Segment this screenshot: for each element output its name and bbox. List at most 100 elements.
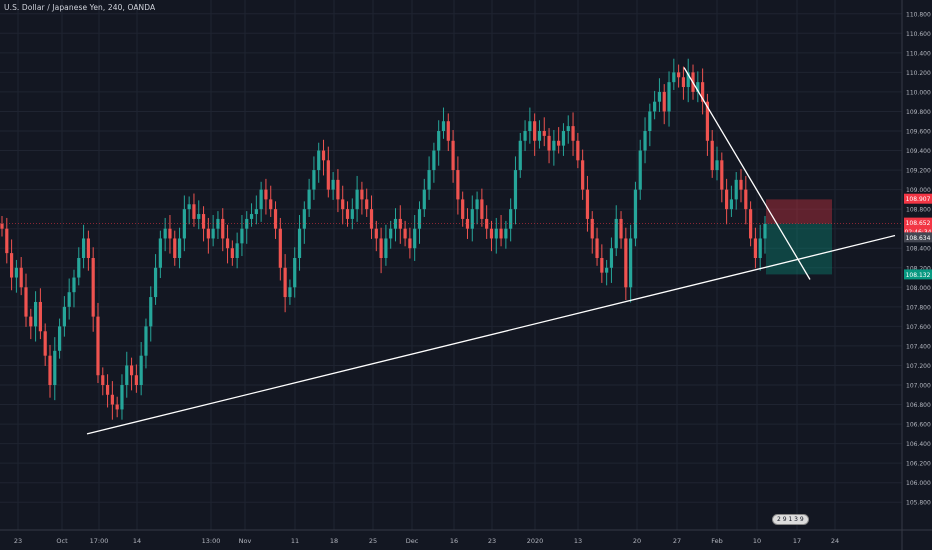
y-tick-label: 108.800	[906, 207, 931, 214]
candle-body	[249, 214, 254, 219]
candle-body	[62, 306, 66, 327]
trendline[interactable]	[86, 234, 896, 435]
candle-body	[221, 218, 225, 239]
candle-body	[254, 209, 258, 215]
candle-body	[297, 228, 302, 258]
candle-body	[547, 135, 551, 151]
y-tick-label: 106.000	[906, 480, 931, 487]
candle-body	[369, 209, 374, 229]
candle-body	[43, 331, 47, 356]
candle-body	[523, 131, 527, 141]
candle-body	[475, 199, 479, 210]
y-tick-label: 107.600	[906, 324, 931, 331]
candle-body	[590, 218, 594, 239]
price-axis-label	[904, 232, 932, 243]
candle-body	[168, 228, 172, 239]
candle-body	[230, 248, 234, 258]
candle-body	[451, 140, 455, 171]
candle-body	[403, 228, 407, 239]
candle-body	[384, 238, 388, 258]
y-tick-label: 107.400	[906, 343, 931, 350]
candle-body	[499, 228, 503, 239]
x-tick-label: 2020	[527, 537, 544, 545]
candle-body	[29, 316, 33, 327]
candle-body	[576, 140, 580, 161]
candle-body	[393, 218, 398, 229]
candle-body	[624, 238, 628, 288]
price-axis-label-text: 108.907	[906, 196, 931, 203]
x-tick-label: Feb	[711, 537, 723, 545]
candle-body	[681, 77, 686, 88]
candle-body	[720, 160, 724, 190]
x-tick-label: 17:00	[90, 537, 109, 545]
candle-body	[341, 199, 345, 210]
candle-body	[38, 301, 42, 332]
candle-body	[0, 223, 4, 229]
y-tick-label: 110.400	[906, 50, 931, 57]
candle-body	[427, 170, 431, 190]
candle-body	[504, 228, 508, 239]
candle-body	[441, 121, 446, 131]
candle-body	[715, 160, 719, 171]
candle-body	[331, 179, 335, 190]
candle-body	[662, 91, 666, 112]
candle-body	[389, 228, 393, 239]
candle-body	[686, 72, 690, 88]
x-tick-label: 16	[450, 537, 458, 545]
candle-body	[235, 243, 239, 258]
trendline[interactable]	[683, 67, 811, 280]
candle-body	[345, 209, 350, 219]
x-tick-label: 13:00	[202, 537, 221, 545]
candle-body	[446, 121, 450, 141]
y-tick-label: 106.400	[906, 441, 931, 448]
candle-body	[398, 218, 402, 229]
candle-body	[144, 326, 148, 356]
candle-body	[605, 267, 609, 273]
x-tick-label: 17	[793, 537, 801, 545]
candle-body	[566, 126, 570, 131]
candle-body	[643, 131, 647, 151]
candle-body	[744, 189, 748, 210]
x-tick-label: 18	[330, 537, 338, 545]
candle-body	[763, 223, 767, 239]
alert-badge[interactable]: 2 9 1 3 9	[772, 514, 809, 525]
price-axis-label	[904, 226, 932, 237]
candle-body	[206, 228, 210, 239]
candle-body	[379, 238, 383, 258]
candle-body	[177, 238, 182, 258]
candle-body	[77, 258, 81, 278]
candle-body	[139, 355, 143, 385]
take-profit-zone[interactable]	[766, 223, 832, 275]
candle-body	[629, 238, 633, 288]
candle-body	[264, 189, 268, 200]
y-tick-label: 107.800	[906, 304, 931, 311]
stop-loss-zone[interactable]	[766, 199, 832, 224]
candle-body	[360, 189, 364, 200]
candle-body	[422, 189, 426, 210]
candle-body	[24, 287, 28, 317]
y-tick-label: 108.400	[906, 246, 931, 253]
candle-body	[638, 150, 642, 190]
candle-body	[413, 228, 417, 249]
candle-body	[609, 248, 614, 268]
x-tick-label: Dec	[406, 537, 419, 545]
candle-body	[648, 111, 652, 131]
y-tick-label: 106.200	[906, 461, 931, 468]
candle-body	[101, 375, 105, 385]
y-tick-label: 110.000	[906, 89, 931, 96]
y-tick-label: 109.200	[906, 168, 931, 175]
candle-body	[585, 189, 590, 219]
candle-body	[465, 218, 470, 229]
y-tick-label: 109.800	[906, 109, 931, 116]
candle-body	[115, 404, 119, 410]
y-tick-label: 109.600	[906, 129, 931, 136]
candle-body	[739, 179, 743, 190]
price-axis-label-text: 108.652	[906, 220, 931, 227]
y-tick-label: 105.800	[906, 500, 931, 507]
candle-body	[417, 209, 422, 229]
candle-body	[365, 199, 369, 210]
candle-body	[14, 267, 18, 278]
x-tick-label: 25	[369, 537, 377, 545]
